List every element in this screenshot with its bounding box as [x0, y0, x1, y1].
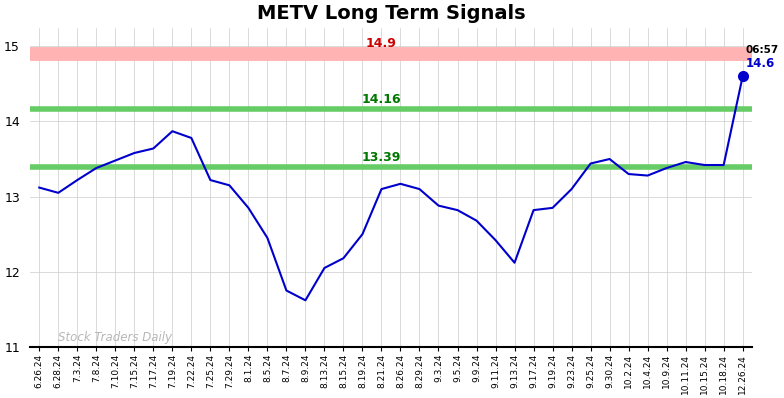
Title: METV Long Term Signals: METV Long Term Signals [256, 4, 525, 23]
Text: 13.39: 13.39 [361, 150, 401, 164]
Text: 06:57: 06:57 [746, 45, 779, 55]
Text: 14.16: 14.16 [361, 93, 401, 105]
Text: 14.9: 14.9 [366, 37, 397, 50]
Text: 14.6: 14.6 [746, 57, 775, 70]
Text: Stock Traders Daily: Stock Traders Daily [58, 331, 172, 344]
